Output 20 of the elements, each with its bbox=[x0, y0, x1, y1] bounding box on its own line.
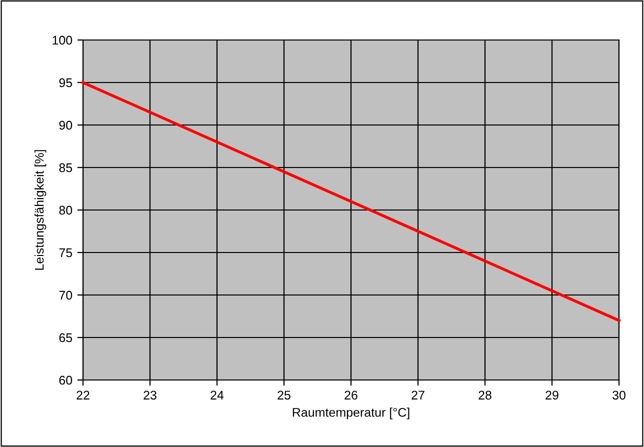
x-tick-label: 23 bbox=[144, 390, 156, 400]
y-tick-label: 60 bbox=[59, 376, 72, 385]
x-tick-label: 27 bbox=[412, 390, 424, 400]
y-tick-label: 95 bbox=[59, 78, 72, 88]
y-tick-label: 90 bbox=[59, 120, 72, 130]
x-tick-label: 28 bbox=[478, 390, 492, 400]
y-tick-label: 100 bbox=[52, 36, 72, 45]
x-axis-title: Raumtemperatur [°C] bbox=[292, 408, 410, 420]
x-tick-label: 25 bbox=[278, 390, 290, 400]
y-tick-label: 70 bbox=[59, 290, 72, 300]
x-tick-label: 30 bbox=[612, 390, 626, 400]
x-tick-label: 22 bbox=[76, 390, 90, 400]
x-tick-label: 26 bbox=[344, 390, 358, 400]
y-tick-label: 80 bbox=[59, 206, 72, 215]
x-tick-label: 24 bbox=[210, 390, 224, 400]
y-tick-label: 85 bbox=[59, 163, 72, 172]
y-tick-label: 65 bbox=[59, 333, 72, 342]
y-tick-label: 75 bbox=[59, 248, 72, 258]
x-tick-label: 29 bbox=[546, 390, 558, 400]
y-axis-title: Leistungsfähigkeit [%] bbox=[34, 150, 46, 270]
